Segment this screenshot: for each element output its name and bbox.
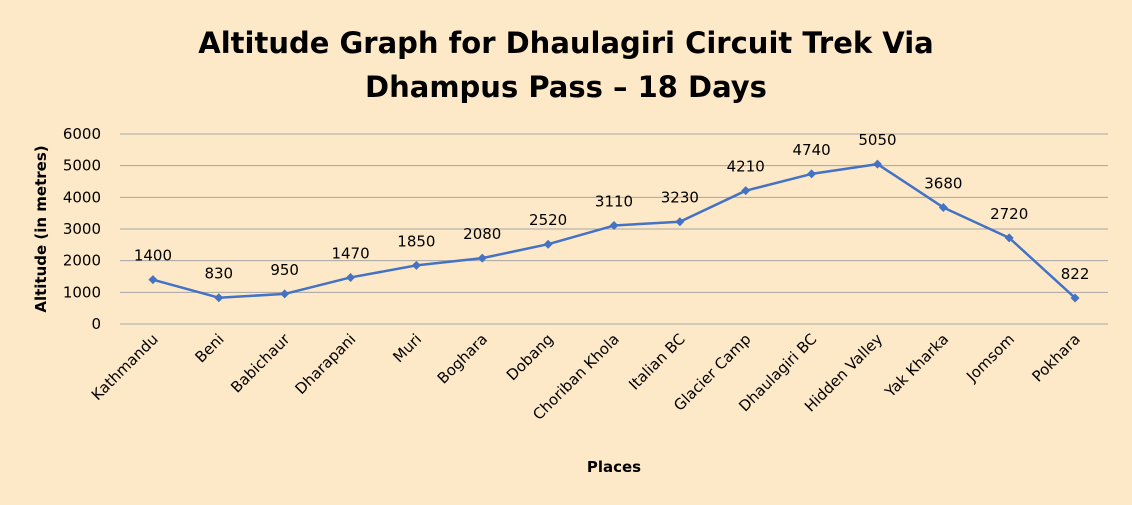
data-point — [1070, 293, 1080, 303]
data-label: 4740 — [793, 141, 831, 159]
data-label: 3680 — [924, 174, 962, 192]
data-label: 5050 — [858, 131, 896, 149]
data-label: 1850 — [397, 232, 435, 250]
data-label: 2080 — [463, 225, 501, 243]
y-tick-label: 3000 — [63, 220, 101, 238]
y-tick-label: 0 — [91, 315, 101, 333]
x-category-label: Yak Kharka — [881, 330, 952, 401]
series-altitude — [148, 159, 1080, 303]
data-point — [1004, 233, 1014, 243]
data-point — [148, 275, 158, 285]
data-label: 950 — [270, 261, 299, 279]
data-labels: 1400 830 950 1470 1850 2080 2520 3110 3230 4210 47… — [134, 131, 1090, 283]
data-point — [872, 159, 882, 169]
x-category-label: Dharapani — [291, 330, 359, 398]
data-point — [280, 289, 290, 299]
data-point — [807, 169, 817, 179]
y-axis-ticks: 0 1000 2000 3000 4000 5000 6000 — [63, 125, 101, 333]
y-tick-label: 6000 — [63, 125, 101, 143]
x-category-label: Italian BC — [625, 330, 689, 394]
y-tick-label: 4000 — [63, 188, 101, 206]
data-label: 3110 — [595, 193, 633, 211]
data-label: 822 — [1061, 265, 1090, 283]
data-label: 2720 — [990, 205, 1028, 223]
x-category-label: Jomsom — [962, 330, 1018, 386]
y-tick-label: 1000 — [63, 283, 101, 301]
data-label: 1470 — [331, 244, 369, 262]
x-axis-title: Places — [587, 458, 641, 476]
data-point — [938, 202, 948, 212]
data-point — [477, 253, 487, 263]
x-category-label: Muri — [389, 330, 425, 366]
x-category-label: Dobang — [503, 330, 557, 384]
data-point — [543, 239, 553, 249]
y-tick-label: 2000 — [63, 252, 101, 270]
data-label: 2520 — [529, 211, 567, 229]
x-category-label: Babichaur — [227, 330, 294, 397]
y-tick-label: 5000 — [63, 157, 101, 175]
data-label: 830 — [204, 265, 233, 283]
data-point — [411, 260, 421, 270]
data-label: 3230 — [661, 189, 699, 207]
x-category-label: Beni — [191, 330, 227, 366]
y-axis-title: Altitude (in metres) — [32, 145, 50, 312]
chart-title: Altitude Graph for Dhaulagiri Circuit Tr… — [198, 26, 933, 60]
data-point — [741, 186, 751, 196]
data-point — [675, 217, 685, 227]
x-category-label: Kathmandu — [88, 330, 162, 404]
chart-subtitle: Dhampus Pass – 18 Days — [365, 70, 767, 104]
data-point — [214, 293, 224, 303]
x-category-label: Boghara — [434, 330, 491, 387]
data-point — [609, 221, 619, 231]
data-label: 1400 — [134, 247, 172, 265]
data-label: 4210 — [727, 158, 765, 176]
x-category-label: Pokhara — [1028, 330, 1083, 385]
data-point — [346, 272, 356, 282]
